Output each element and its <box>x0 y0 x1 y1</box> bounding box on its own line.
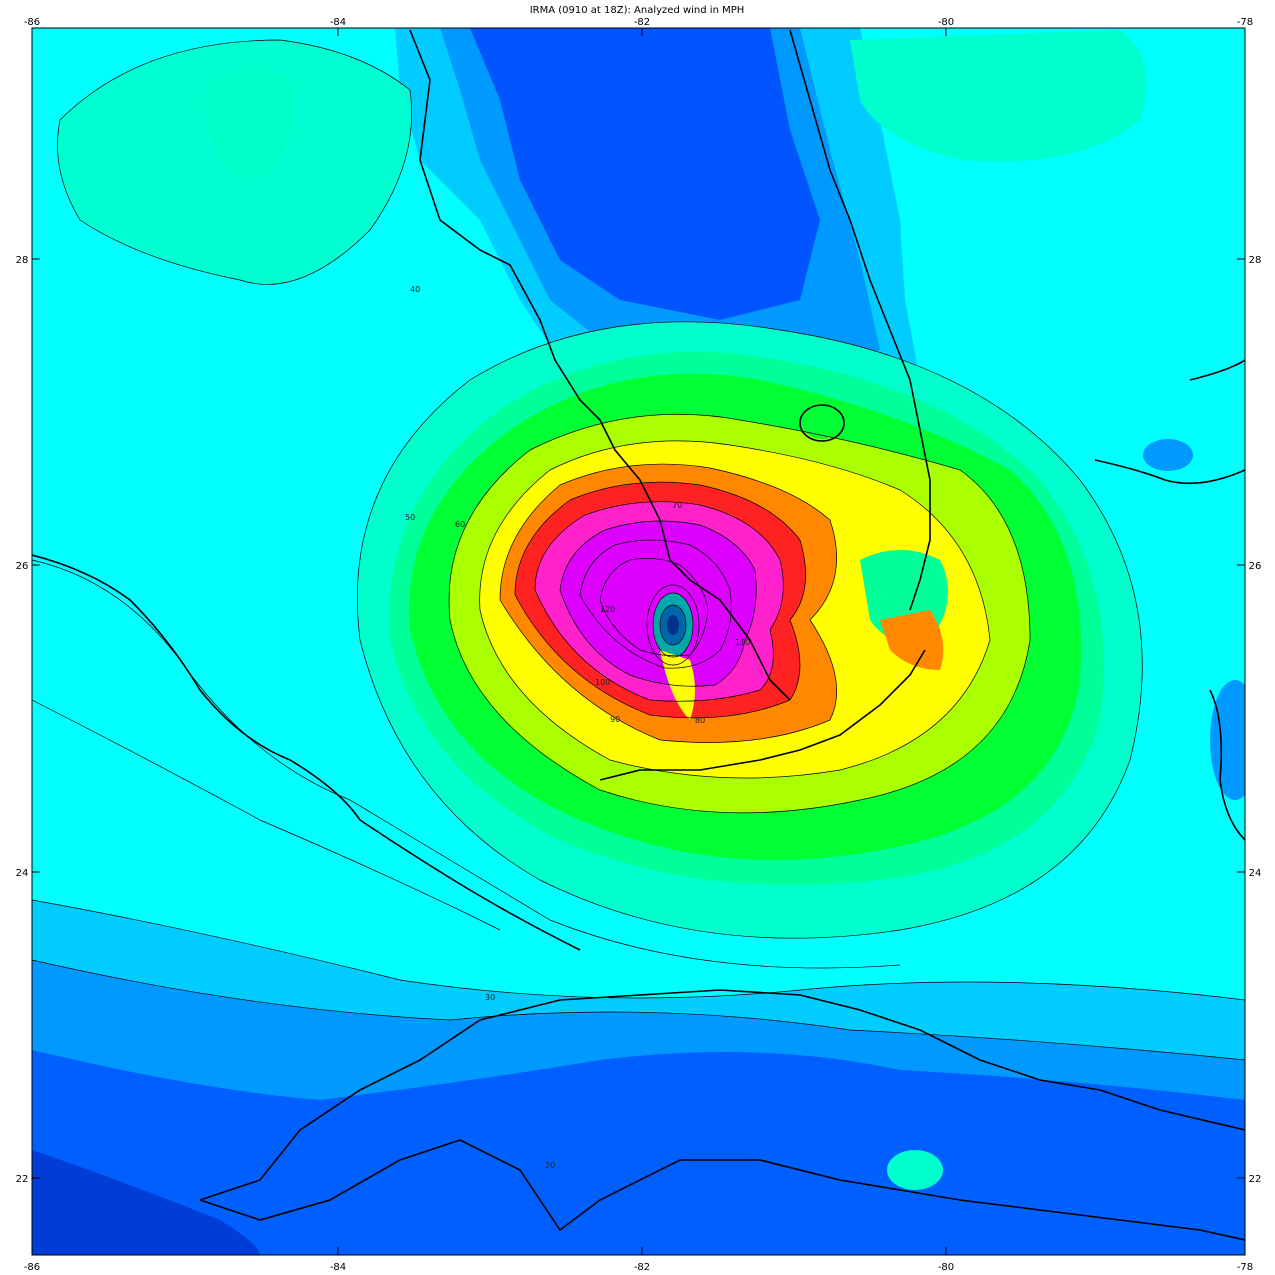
wind-field: 20 30 40 50 60 70 80 90 100 110 120 <box>32 28 1245 1255</box>
lat-label-left-26: 26 <box>16 561 29 572</box>
lon-label-bottom-82: -82 <box>634 1262 650 1273</box>
lon-labels-top: -86 -84 -82 -80 -78 <box>24 17 1253 28</box>
contour-labels: 20 30 40 50 60 70 80 90 100 110 120 <box>405 285 750 1170</box>
florida-west-coast <box>409 29 791 701</box>
contour-label-30: 30 <box>485 993 495 1002</box>
contour-label-50: 50 <box>405 513 415 522</box>
lon-label-bottom-78: -78 <box>1237 1262 1253 1273</box>
tick-marks <box>32 28 1245 1255</box>
lon-label-bottom-84: -84 <box>330 1262 346 1273</box>
plot-frame <box>31 27 1246 1256</box>
north-deep-blue-region <box>470 28 820 320</box>
lat-labels-right: 28 26 24 22 <box>1249 255 1262 1185</box>
lon-label-top-82: -82 <box>634 17 650 28</box>
bahamas-coast-2 <box>1094 459 1245 485</box>
lat-label-left-28: 28 <box>16 255 29 266</box>
contour-label-120: 120 <box>600 605 615 614</box>
lon-label-top-86: -86 <box>24 17 40 28</box>
lon-label-bottom-80: -80 <box>938 1262 954 1273</box>
lon-label-top-80: -80 <box>938 17 954 28</box>
ne-aqua-region <box>850 30 1147 162</box>
cuba-aqua-patch <box>887 1150 943 1190</box>
keys-orange-patch <box>880 610 944 670</box>
map-title: IRMA (0910 at 18Z): Analyzed wind in MPH <box>530 5 745 16</box>
contour-label-20: 20 <box>545 1161 555 1170</box>
lon-label-top-78: -78 <box>1237 17 1253 28</box>
cuba-north-coast <box>199 989 1245 1201</box>
contour-label-80: 80 <box>695 716 705 725</box>
south-deep-blue-region <box>32 1050 1245 1255</box>
contour-label-40: 40 <box>410 285 420 294</box>
lon-labels-bottom: -86 -84 -82 -80 -78 <box>24 1262 1253 1273</box>
eye-inner <box>667 615 679 635</box>
lat-label-right-22: 22 <box>1249 1174 1262 1185</box>
contour-label-70: 70 <box>672 501 682 510</box>
cuba-south-coast <box>199 1139 1245 1241</box>
florida-keys <box>599 649 926 781</box>
lon-label-top-84: -84 <box>330 17 346 28</box>
lon-label-bottom-86: -86 <box>24 1262 40 1273</box>
nw-aqua-region <box>57 40 412 285</box>
contour-label-90: 90 <box>610 715 620 724</box>
florida-east-coast <box>789 29 931 611</box>
lat-label-right-28: 28 <box>1249 255 1262 266</box>
shelf-line <box>32 554 581 951</box>
bahamas-patch-2 <box>1210 680 1245 800</box>
lat-label-left-22: 22 <box>16 1174 29 1185</box>
lat-label-left-24: 24 <box>16 868 29 879</box>
bahamas-coast-3 <box>1209 689 1245 841</box>
sw-deep-region <box>32 1150 260 1255</box>
bahamas-coast-1 <box>1189 359 1245 381</box>
bahamas-patch-1 <box>1143 439 1193 471</box>
contour-label-110: 110 <box>735 638 750 647</box>
eye-yellow-tail <box>660 650 695 720</box>
lat-label-right-26: 26 <box>1249 561 1262 572</box>
coastlines <box>32 29 1245 1241</box>
lat-labels-left: 28 26 24 22 <box>16 255 29 1185</box>
contour-label-60: 60 <box>455 520 465 529</box>
lake-okeechobee <box>799 404 845 442</box>
lat-label-right-24: 24 <box>1249 868 1262 879</box>
contour-label-100: 100 <box>595 678 610 687</box>
okeechobee-patch <box>802 407 842 439</box>
contour-lines <box>32 39 1245 1061</box>
